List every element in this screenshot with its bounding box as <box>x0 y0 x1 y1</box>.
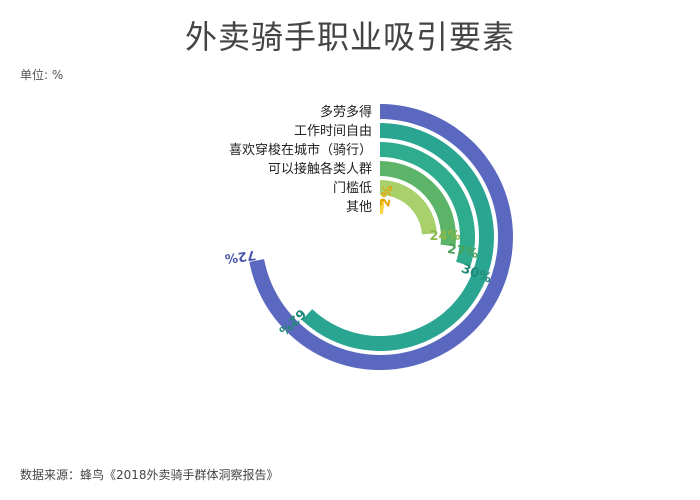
source-note: 数据来源：蜂鸟《2018外卖骑手群体洞察报告》 <box>20 468 279 482</box>
category-label-2: 工作时间自由 <box>294 124 372 139</box>
radial-bar-2 <box>301 123 495 351</box>
chart-title: 外卖骑手职业吸引要素 <box>184 18 515 56</box>
radial-bar-3 <box>380 142 475 267</box>
category-label-4: 可以接触各类人群 <box>268 161 372 177</box>
radial-bar-5 <box>380 180 437 235</box>
unit-label: 单位: % <box>20 68 64 82</box>
value-label-6: 2% <box>378 184 397 208</box>
radial-bar-6 <box>380 199 385 215</box>
category-label-6: 其他 <box>346 200 372 215</box>
value-label-1: 72% <box>224 247 257 266</box>
radial-bar-4 <box>380 161 456 247</box>
category-label-1: 多劳多得 <box>320 104 372 120</box>
value-label-5: 24% <box>429 229 460 244</box>
category-label-3: 喜欢穿梭在城市（骑行） <box>229 142 372 158</box>
value-label-4: 27% <box>446 242 479 262</box>
category-label-5: 门槛低 <box>333 181 372 196</box>
